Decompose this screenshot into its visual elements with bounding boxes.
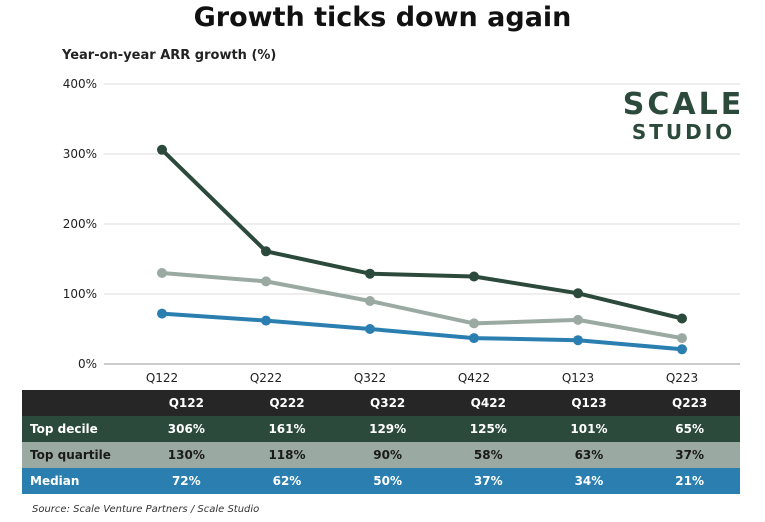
x-tick-label: Q322 (354, 371, 386, 385)
table-cell: 34% (574, 474, 604, 488)
table-cell: 101% (570, 422, 608, 436)
data-point (573, 314, 583, 325)
data-point (573, 288, 583, 299)
y-tick-label: 300% (63, 147, 97, 161)
table-cell: 65% (675, 422, 704, 436)
y-tick-label: 200% (63, 217, 97, 231)
data-point (677, 313, 687, 324)
table-header-cell: Q422 (470, 396, 506, 410)
source-note: Source: Scale Venture Partners / Scale S… (32, 504, 260, 515)
table-cell: 118% (268, 448, 306, 462)
table-cell: 62% (272, 474, 302, 488)
logo-line-1: SCALE (622, 87, 745, 122)
table-cell: 130% (167, 448, 205, 462)
series-line (160, 147, 684, 321)
line-chart: 0% 100% 200% 300% 400% Q122 Q222 Q322 Q422 Q123 Q… (63, 77, 740, 385)
table-cell: 37% (473, 474, 503, 488)
table-header-cell: Q322 (370, 396, 406, 410)
table-header-cell: Q222 (269, 396, 305, 410)
series-top-quartile (157, 268, 687, 344)
table-header-cell: Q223 (672, 396, 708, 410)
data-point (677, 344, 687, 355)
data-point (365, 268, 375, 279)
series-line (160, 311, 684, 352)
table-header-row: Q122 Q222 Q322 Q422 Q123 Q223 (22, 390, 740, 416)
table-header-cell: Q123 (571, 396, 607, 410)
data-point (365, 296, 375, 306)
table-cell: 90% (373, 448, 402, 462)
data-point (469, 318, 479, 329)
table-row-top-quartile: Top quartile 130% 118% 90% 58% 63% 37% (22, 442, 740, 468)
chart-title: Growth ticks down again (193, 2, 572, 33)
table-cell: 72% (171, 474, 201, 488)
table-cell: 125% (469, 422, 507, 436)
scale-studio-logo: SCALE STUDIO (616, 87, 751, 144)
data-point (157, 308, 167, 319)
series-median (157, 308, 687, 355)
data-point (261, 315, 271, 326)
x-tick-label: Q222 (250, 371, 282, 385)
table-header-blank (22, 390, 136, 416)
data-point (573, 335, 583, 346)
logo-line-2: STUDIO (631, 120, 736, 144)
data-point (677, 333, 687, 344)
table-cell: 58% (473, 448, 503, 462)
y-tick-label: 100% (63, 287, 97, 301)
x-tick-label: Q122 (146, 371, 178, 385)
x-tick-label: Q422 (458, 371, 490, 385)
table-cell: 63% (574, 448, 604, 462)
table-cell: 21% (675, 474, 704, 488)
row-label-top-decile: Top decile (30, 422, 98, 436)
table-row-top-decile: Top decile 306% 161% 129% 125% 101% 65% (22, 416, 740, 442)
y-tick-label: 0% (78, 357, 97, 371)
table-header-cell: Q122 (168, 396, 204, 410)
row-label-median: Median (30, 474, 80, 488)
table-cell: 129% (369, 422, 407, 436)
data-table: Q122 Q222 Q322 Q422 Q123 Q223 Top decile… (22, 390, 740, 494)
data-point (365, 324, 375, 334)
data-point (157, 268, 167, 278)
data-point (469, 333, 479, 344)
row-label-top-quartile: Top quartile (30, 448, 111, 462)
x-tick-label: Q223 (666, 371, 698, 385)
table-cell: 161% (268, 422, 306, 436)
x-tick-label: Q123 (562, 371, 594, 385)
table-cell: 306% (167, 422, 205, 436)
table-row-median: Median 72% 62% 50% 37% 34% 21% (22, 468, 740, 494)
series-top-decile (157, 144, 687, 324)
table-cell: 50% (373, 474, 402, 488)
data-point (261, 246, 271, 257)
y-tick-label: 400% (63, 77, 97, 91)
data-point (157, 144, 167, 155)
data-point (261, 276, 271, 287)
data-point (469, 271, 479, 282)
table-cell: 37% (675, 448, 704, 462)
series-line (160, 271, 684, 341)
y-axis-label: Year-on-year ARR growth (%) (62, 48, 277, 63)
